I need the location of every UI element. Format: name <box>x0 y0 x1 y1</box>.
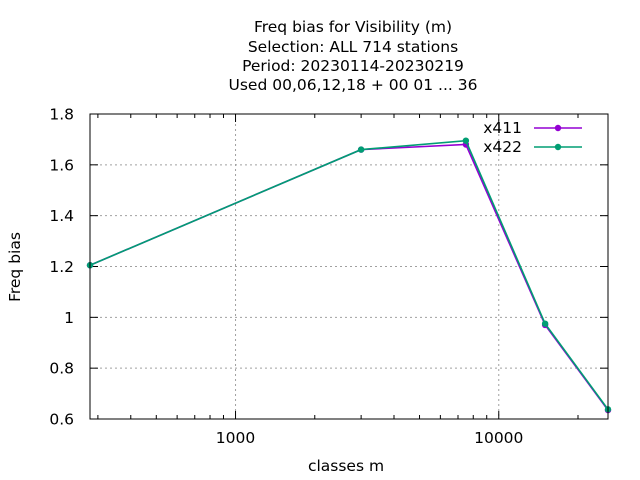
legend-item-x411: x411 <box>483 119 582 137</box>
series-x422 <box>86 137 612 413</box>
series-x411 <box>86 141 612 414</box>
data-point <box>462 137 470 144</box>
legend-label: x411 <box>483 119 522 137</box>
title-line-3: Period: 20230114-20230219 <box>242 57 464 75</box>
chart-title: Freq bias for Visibility (m) Selection: … <box>229 18 478 94</box>
x-tick-label: 1000 <box>216 429 255 447</box>
series-layer <box>86 137 612 414</box>
y-tick-label: 1.2 <box>49 258 74 276</box>
legend-marker <box>554 124 562 132</box>
x-tick-label: 10000 <box>474 429 523 447</box>
y-axis-label: Freq bias <box>6 232 24 302</box>
y-tick-label: 0.6 <box>49 411 74 429</box>
title-line-4: Used 00,06,12,18 + 00 01 ... 36 <box>229 76 478 94</box>
y-tick-label: 0.8 <box>49 360 74 378</box>
y-axis-ticks: 0.6 0.8 1 1.2 1.4 1.6 1.8 <box>49 106 608 429</box>
series-line <box>89 143 609 411</box>
plot-frame <box>89 113 609 420</box>
title-line-2: Selection: ALL 714 stations <box>248 38 458 56</box>
x-axis-ticks: 1000 10000 <box>97 114 579 447</box>
y-tick-label: 1.8 <box>49 106 74 124</box>
y-tick-label: 1.6 <box>49 156 74 174</box>
series-line <box>89 139 609 410</box>
x-axis-label: classes m <box>308 457 384 475</box>
y-tick-label: 1 <box>64 309 74 327</box>
legend-item-x422: x422 <box>483 138 582 156</box>
title-line-1: Freq bias for Visibility (m) <box>254 18 452 36</box>
grid-lines <box>90 114 608 419</box>
data-point <box>541 320 549 327</box>
legend-marker <box>554 143 562 151</box>
y-tick-label: 1.4 <box>49 207 74 225</box>
legend-label: x422 <box>483 138 522 156</box>
data-point <box>357 146 365 153</box>
